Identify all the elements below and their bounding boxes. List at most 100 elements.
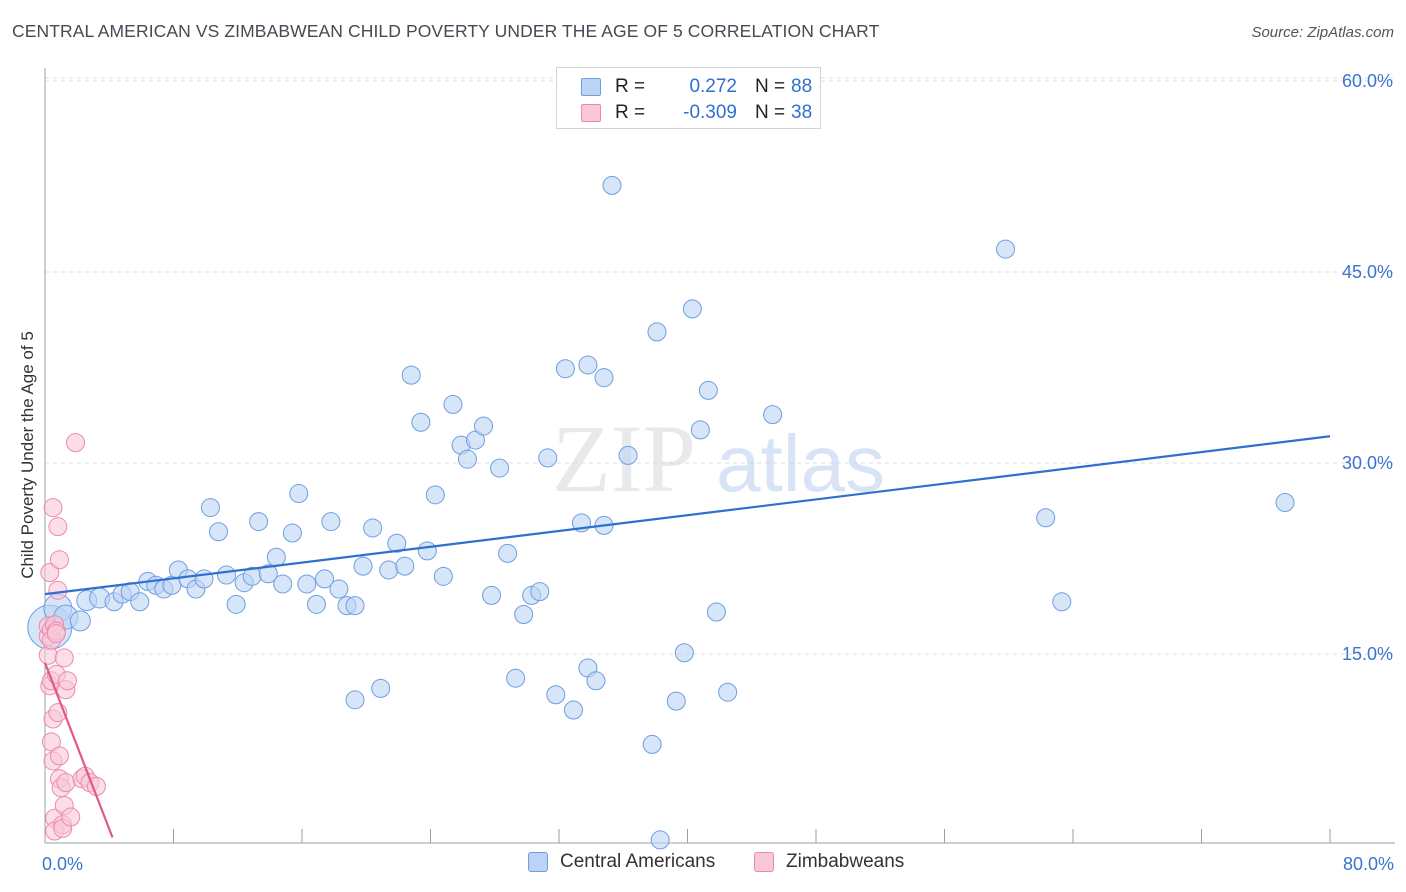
stats-swatch-central-americans xyxy=(581,78,601,96)
legend-item-zimbabweans[interactable]: Zimbabweans xyxy=(754,851,904,873)
point-central-americans xyxy=(763,405,783,425)
point-central-americans xyxy=(425,485,445,505)
point-central-americans xyxy=(282,523,302,543)
point-central-americans xyxy=(474,416,494,436)
point-central-americans xyxy=(498,543,518,563)
point-central-americans xyxy=(345,596,365,616)
stats-row-central-americans: R = 0.272 N = 88 xyxy=(557,74,812,100)
gridlines xyxy=(45,77,1395,655)
point-central-americans xyxy=(314,569,334,589)
point-central-americans xyxy=(443,394,463,414)
point-zimbabweans xyxy=(56,773,76,793)
point-central-americans xyxy=(387,533,407,553)
tick-labels: 15.0% 30.0% 45.0% 60.0% 0.0% 80.0% xyxy=(42,71,1394,874)
data-points xyxy=(27,175,1295,850)
point-central-americans xyxy=(273,574,293,594)
point-central-americans xyxy=(363,518,383,538)
point-zimbabweans xyxy=(40,563,60,583)
point-central-americans xyxy=(266,547,286,567)
point-central-americans xyxy=(417,541,437,561)
point-central-americans xyxy=(546,685,566,705)
watermark-atlas: atlas xyxy=(716,419,885,508)
point-central-americans xyxy=(618,445,638,465)
legend-label-central-americans: Central Americans xyxy=(560,851,716,872)
point-zimbabweans xyxy=(57,671,77,691)
point-central-americans xyxy=(411,412,431,432)
trend-lines xyxy=(43,435,1331,838)
x-tick-label: 0.0% xyxy=(42,854,83,874)
point-zimbabweans xyxy=(49,550,69,570)
point-zimbabweans xyxy=(61,807,81,827)
trend-line-central-americans xyxy=(44,435,1331,596)
point-central-americans xyxy=(306,594,326,614)
r-label: R = xyxy=(615,76,646,97)
y-tick-label: 15.0% xyxy=(1342,644,1393,664)
point-central-americans xyxy=(586,671,606,691)
y-tick-label: 30.0% xyxy=(1342,453,1393,473)
point-zimbabweans xyxy=(54,648,74,668)
point-central-americans xyxy=(690,420,710,440)
point-central-americans xyxy=(706,602,726,622)
point-central-americans xyxy=(514,605,534,625)
point-central-americans xyxy=(506,668,526,688)
point-central-americans xyxy=(69,610,91,632)
point-central-americans xyxy=(490,458,510,478)
point-central-americans xyxy=(538,448,558,468)
source-label: Source: ZipAtlas.com xyxy=(1251,24,1394,41)
point-central-americans xyxy=(1052,592,1072,612)
chart-legend: Central Americans Zimbabweans xyxy=(0,851,1406,877)
n-value: 88 xyxy=(791,76,813,97)
point-central-americans xyxy=(258,564,278,584)
n-value: 38 xyxy=(791,102,813,123)
point-central-americans xyxy=(457,449,477,469)
point-zimbabweans xyxy=(48,517,68,537)
point-central-americans xyxy=(194,569,214,589)
chart-title: CENTRAL AMERICAN VS ZIMBABWEAN CHILD POV… xyxy=(12,21,880,41)
axes xyxy=(44,68,1395,844)
point-central-americans xyxy=(1275,492,1295,512)
stats-swatch-zimbabweans xyxy=(581,104,601,122)
r-value: -0.309 xyxy=(683,102,737,123)
point-central-americans xyxy=(674,643,694,663)
x-tick-label: 80.0% xyxy=(1343,854,1394,874)
point-central-americans xyxy=(208,522,228,542)
trend-line-zimbabweans xyxy=(43,662,114,838)
point-central-americans xyxy=(200,498,220,518)
point-central-americans xyxy=(578,355,598,375)
point-central-americans xyxy=(530,582,550,602)
point-central-americans xyxy=(371,678,391,698)
point-zimbabweans xyxy=(43,498,63,518)
point-central-americans xyxy=(1036,508,1056,528)
r-value: 0.272 xyxy=(689,76,737,97)
point-central-americans xyxy=(996,239,1016,259)
legend-label-zimbabweans: Zimbabweans xyxy=(786,851,905,872)
point-central-americans xyxy=(353,556,373,576)
point-central-americans xyxy=(594,368,614,388)
point-central-americans xyxy=(482,585,502,605)
point-central-americans xyxy=(379,560,399,580)
watermark: ZIP atlas xyxy=(552,405,885,512)
point-central-americans xyxy=(329,579,349,599)
point-central-americans xyxy=(321,512,341,532)
point-zimbabweans xyxy=(48,580,68,600)
legend-swatch-zimbabweans xyxy=(754,852,774,872)
point-central-americans xyxy=(130,592,150,612)
point-central-americans xyxy=(563,700,583,720)
point-central-americans xyxy=(249,512,269,532)
point-central-americans xyxy=(401,365,421,385)
legend-item-central-americans[interactable]: Central Americans xyxy=(528,851,715,873)
point-zimbabweans xyxy=(66,433,86,453)
y-tick-label: 45.0% xyxy=(1342,262,1393,282)
point-zimbabweans xyxy=(49,746,69,766)
n-label: N = xyxy=(755,102,786,123)
n-label: N = xyxy=(755,76,786,97)
point-central-americans xyxy=(666,691,686,711)
y-tick-label: 60.0% xyxy=(1342,71,1393,91)
point-central-americans xyxy=(642,734,662,754)
point-central-americans xyxy=(698,380,718,400)
stats-row-zimbabweans: R = -0.309 N = 38 xyxy=(557,100,812,126)
point-central-americans xyxy=(602,175,622,195)
point-central-americans xyxy=(433,566,453,586)
point-central-americans xyxy=(289,484,309,504)
